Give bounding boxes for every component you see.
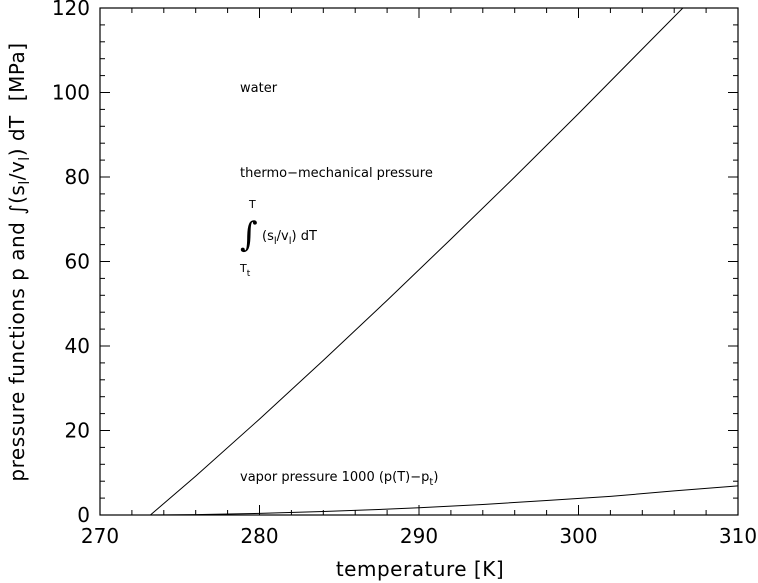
annotation-thermo-mechanical: thermo−mechanical pressure (240, 166, 433, 181)
integrand: (sl/vl) dT (262, 229, 317, 247)
y-tick-label: 100 (52, 81, 90, 105)
x-tick-label: 310 (719, 524, 757, 548)
y-tick-label: 20 (65, 419, 90, 443)
y-axis-title-unit: [MPa] (5, 42, 29, 101)
integral-sign: ∫ (240, 215, 258, 255)
x-axis-ticks: 270 280 290 300 310 (81, 8, 757, 548)
annotation-water: water (240, 81, 278, 96)
y-axis-title: pressure functions p and ∫(sl/vl) dT[MPa… (5, 42, 33, 481)
x-tick-label: 280 (240, 524, 278, 548)
y-axis-ticks: 0 20 40 60 80 100 120 (52, 0, 738, 527)
series-line-1 (150, 8, 684, 515)
y-axis-title-main: pressure functions p and ∫(s (5, 185, 29, 482)
plot-frame (99, 7, 739, 516)
y-axis-title-sub2: l (17, 156, 33, 160)
annotation-integral: T ∫ Tt (sl/vl) dT (239, 198, 317, 279)
y-tick-label: 120 (52, 0, 90, 20)
y-tick-label: 40 (65, 334, 90, 358)
annotation-vapor-pressure: vapor pressure 1000 (p(T)−pt) (240, 470, 438, 488)
integral-lower-limit: Tt (239, 262, 251, 279)
y-axis-title-mid: /v (5, 161, 29, 181)
y-tick-label: 0 (77, 503, 90, 527)
x-tick-label: 270 (81, 524, 119, 548)
integral-upper-limit: T (248, 198, 256, 211)
y-tick-label: 80 (65, 165, 90, 189)
x-tick-label: 290 (400, 524, 438, 548)
x-axis-title: temperature [K] (336, 557, 504, 581)
series-group (150, 8, 738, 515)
y-tick-label: 60 (65, 250, 90, 274)
y-axis-title-end: ) dT (5, 115, 29, 156)
series-line-2 (150, 485, 738, 515)
x-tick-label: 300 (559, 524, 597, 548)
y-axis-title-sub1: l (17, 180, 33, 184)
